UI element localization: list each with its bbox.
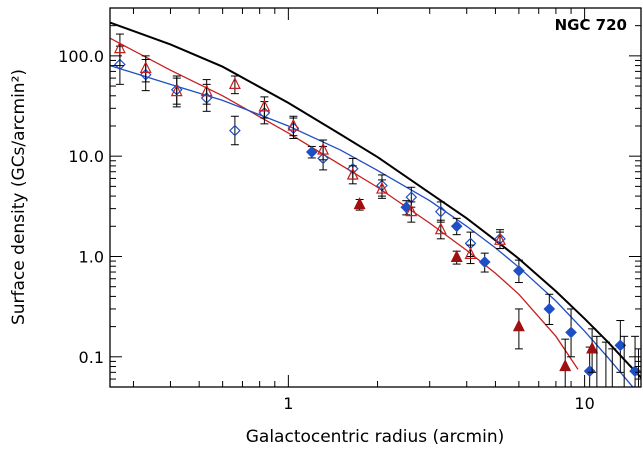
open-triangle-marker bbox=[317, 142, 330, 155]
data-point bbox=[200, 79, 213, 105]
data-point bbox=[113, 33, 126, 67]
open-triangle-marker bbox=[113, 41, 126, 54]
open-diamond-marker bbox=[317, 152, 329, 165]
data-point bbox=[494, 231, 506, 250]
data-point bbox=[228, 75, 241, 95]
open-diamond-marker bbox=[229, 124, 241, 137]
data-point bbox=[586, 328, 599, 373]
open-triangle-marker bbox=[434, 222, 447, 235]
data-point bbox=[229, 115, 241, 146]
data-point bbox=[258, 96, 271, 119]
data-point bbox=[629, 335, 641, 387]
data-point bbox=[620, 335, 629, 387]
filled-triangle-marker bbox=[512, 319, 525, 332]
axis-ticks bbox=[110, 7, 641, 388]
data-point bbox=[317, 139, 330, 161]
open-triangle-marker bbox=[464, 247, 477, 259]
y-axis-label: Surface density (GCs/arcmin²) bbox=[9, 69, 29, 325]
y-tick-label: 10.0 bbox=[68, 147, 104, 166]
galaxy-annotation: NGC 720 bbox=[555, 16, 627, 34]
data-point bbox=[434, 219, 447, 240]
plot-frame bbox=[109, 7, 642, 388]
filled-diamond-marker bbox=[513, 264, 525, 277]
data-point bbox=[305, 145, 318, 159]
open-diamond-marker bbox=[434, 205, 447, 218]
data-point bbox=[513, 259, 525, 284]
filled-diamond-marker bbox=[614, 339, 627, 352]
data-point bbox=[450, 217, 463, 236]
data-point bbox=[608, 348, 617, 387]
filled-diamond-marker bbox=[565, 326, 577, 339]
data-point bbox=[139, 55, 152, 83]
open-triangle-marker bbox=[228, 77, 241, 89]
data-point bbox=[405, 201, 418, 223]
data-point bbox=[512, 308, 525, 350]
data-point bbox=[375, 179, 388, 199]
x-tick-label: 1 bbox=[283, 394, 293, 413]
filled-triangle-marker bbox=[586, 341, 599, 354]
open-diamond-marker bbox=[114, 58, 126, 71]
open-triangle-marker bbox=[139, 61, 152, 73]
open-triangle-marker bbox=[346, 167, 359, 180]
filled-diamond-marker bbox=[583, 365, 596, 377]
model-curve-3 bbox=[110, 64, 634, 387]
filled-diamond-marker bbox=[543, 303, 556, 315]
data-point bbox=[634, 348, 641, 387]
filled-diamond-marker bbox=[450, 220, 463, 233]
filled-triangle-marker bbox=[559, 359, 572, 372]
open-triangle-marker bbox=[494, 232, 506, 245]
data-point bbox=[287, 115, 300, 137]
y-tick-label: 0.1 bbox=[79, 348, 104, 367]
filled-triangle-marker bbox=[353, 197, 366, 210]
data-point bbox=[450, 250, 463, 265]
data-point bbox=[478, 252, 491, 273]
data-point bbox=[592, 335, 601, 387]
y-tick-label: 1.0 bbox=[79, 247, 104, 266]
model-curve-1 bbox=[110, 21, 641, 379]
model-curves bbox=[110, 21, 641, 387]
filled-diamond-marker bbox=[478, 256, 491, 268]
data-point bbox=[464, 244, 477, 265]
filled-diamond-marker bbox=[305, 146, 318, 158]
x-axis-label: Galactocentric radius (arcmin) bbox=[246, 427, 505, 447]
data-point bbox=[346, 165, 359, 185]
filled-diamond-marker bbox=[400, 201, 413, 214]
y-tick-label: 100.0 bbox=[58, 47, 104, 66]
open-triangle-marker bbox=[258, 99, 271, 112]
open-triangle-marker bbox=[200, 84, 213, 97]
data-point bbox=[601, 341, 610, 387]
open-triangle-marker bbox=[405, 204, 418, 217]
data-point bbox=[565, 308, 577, 358]
data-point bbox=[170, 77, 183, 108]
data-point bbox=[543, 293, 556, 325]
open-triangle-marker bbox=[170, 84, 183, 97]
data-point bbox=[614, 320, 627, 373]
filled-triangle-marker bbox=[450, 250, 463, 262]
data-point bbox=[353, 197, 366, 211]
data-points bbox=[113, 33, 641, 387]
open-triangle-marker bbox=[287, 118, 300, 131]
tick-labels: 1 10 0.1 1.0 10.0 100.0 bbox=[58, 47, 595, 413]
x-tick-label: 10 bbox=[574, 394, 594, 413]
data-point bbox=[434, 201, 447, 223]
open-triangle-marker bbox=[375, 181, 388, 194]
data-point bbox=[559, 338, 572, 387]
